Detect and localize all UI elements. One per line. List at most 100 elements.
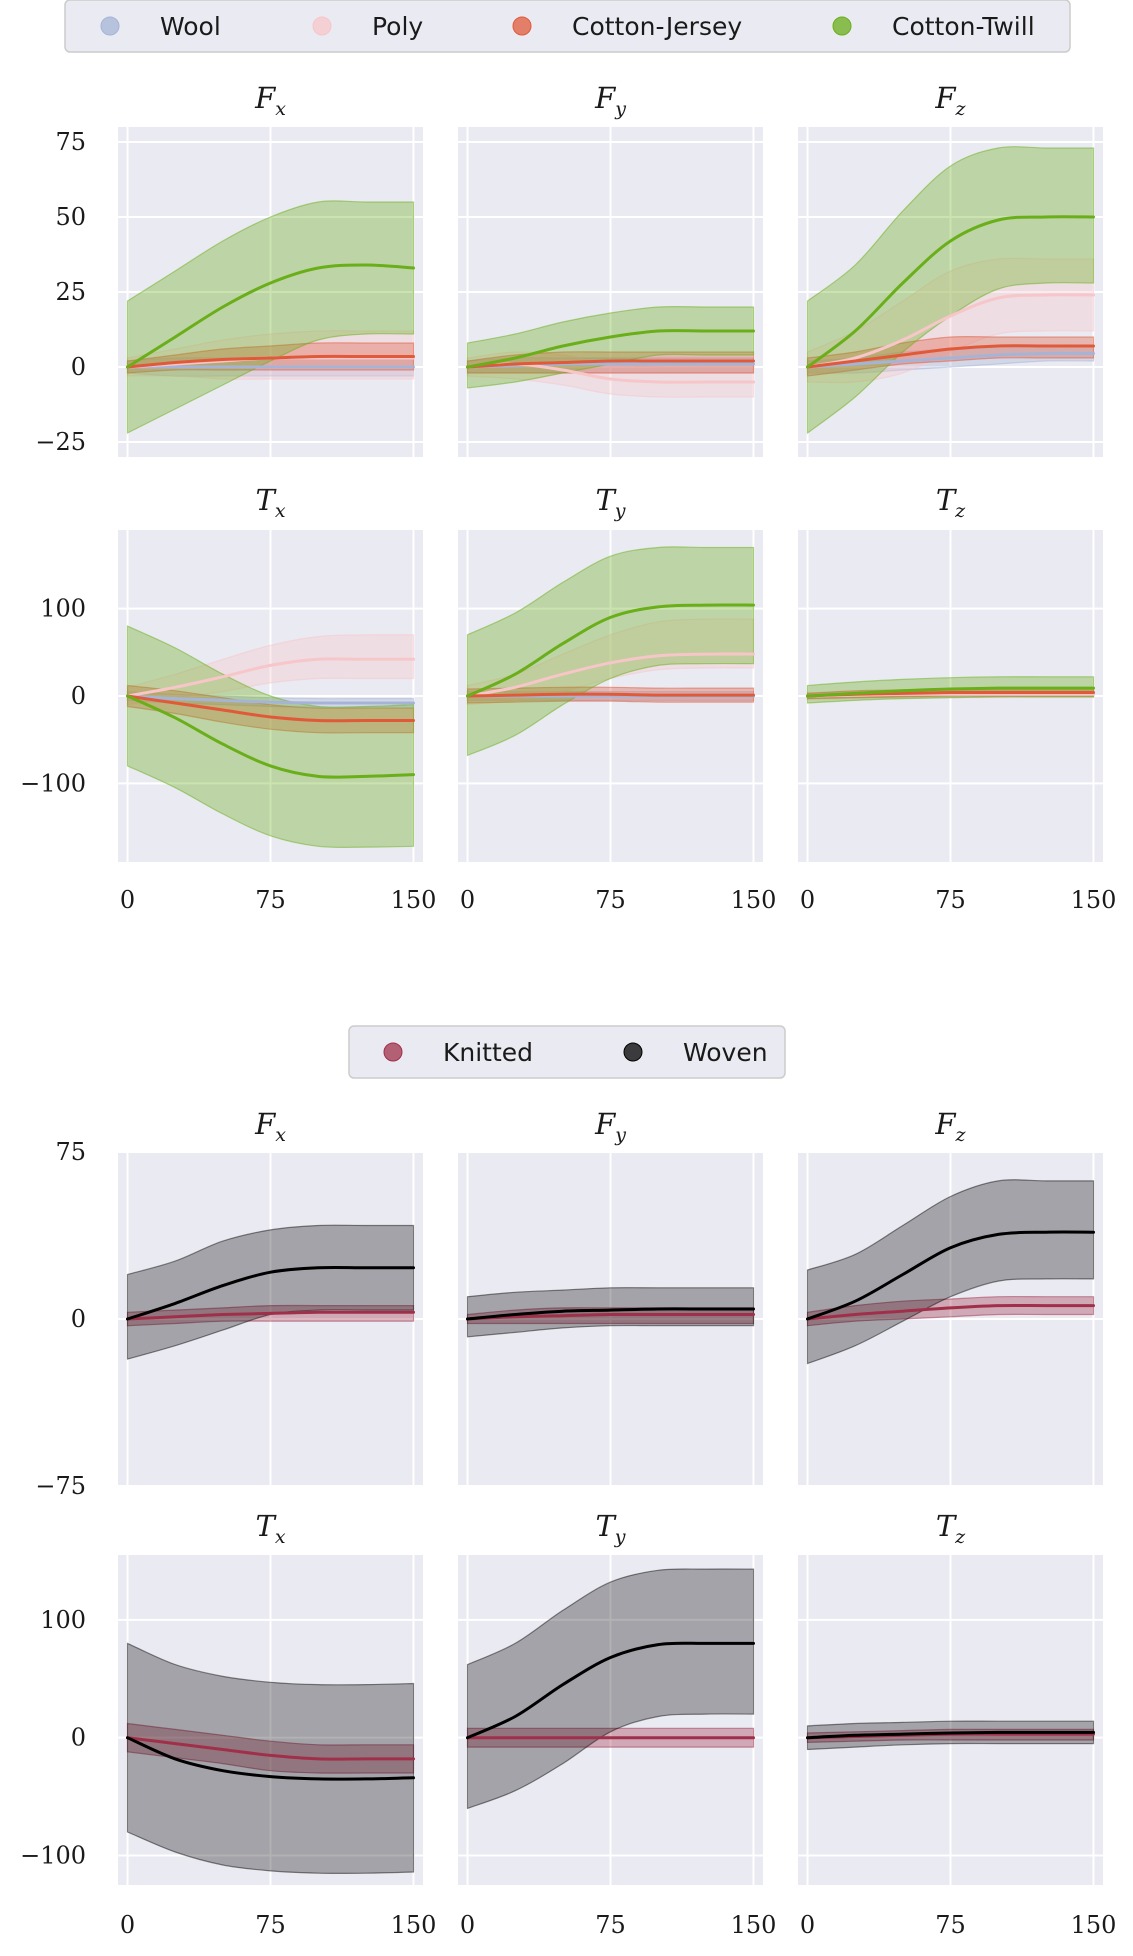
legend-item-woven: Woven <box>623 1038 768 1067</box>
legend-label: Poly <box>372 12 423 41</box>
band-cotton-twill <box>126 200 415 434</box>
line-cotton-jersey <box>126 354 415 369</box>
x-tick-label: 75 <box>595 886 626 914</box>
band-knitted <box>806 1295 1095 1327</box>
series-group <box>126 1224 415 1360</box>
band-woven <box>126 1224 415 1360</box>
line-knitted <box>126 1736 415 1761</box>
legend-label: Cotton-Jersey <box>572 12 742 41</box>
line-woven <box>806 1230 1095 1321</box>
legend-marker <box>383 1042 403 1062</box>
x-tick-label: 0 <box>460 1911 475 1939</box>
panel-title: Tz <box>936 483 966 522</box>
x-tick-label: 150 <box>391 1911 437 1939</box>
panel-title: Fy <box>594 81 626 120</box>
y-tick-label: 0 <box>71 1305 86 1333</box>
series-group <box>466 1287 755 1338</box>
line-woven <box>126 1265 415 1321</box>
y-tick-label: 100 <box>40 1606 86 1634</box>
band-woven <box>466 1287 755 1338</box>
panel-tx: Tx 0 75 150 <box>118 1509 436 1939</box>
chart-1: Wool Poly Cotton-Jersey Cotton-Twill 75 50 25 0… <box>20 0 1116 914</box>
y-tick-label: −100 <box>20 769 86 797</box>
line-cotton-twill <box>466 329 755 369</box>
series-group <box>806 146 1095 435</box>
band-poly <box>126 634 415 706</box>
x-tick-label: 0 <box>460 886 475 914</box>
chart-2: Knitted Woven 75 0 −75 Fx Fy Fz 100 0 −100 Tx 0 75 150… <box>20 1025 1116 1939</box>
row-1: 75 50 25 0 −25 Fx Fy Fz <box>35 81 1103 457</box>
panel-fz: Fz <box>798 1107 1103 1487</box>
legend-label: Wool <box>160 12 221 41</box>
band-knitted <box>126 1722 415 1774</box>
x-tick-label: 150 <box>731 886 777 914</box>
line-wool <box>126 694 415 705</box>
row-2: 100 0 −100 Tx 0 75 150 Ty 0 75 150 Tz 0 75 150 <box>20 1509 1116 1939</box>
panel-title: Ty <box>595 483 625 522</box>
line-poly <box>466 652 755 698</box>
panel-title: Fz <box>934 81 966 120</box>
x-tick-label: 150 <box>1071 1911 1117 1939</box>
line-woven <box>466 1307 755 1321</box>
panel-tz: Tz 0 75 150 <box>798 483 1116 914</box>
x-tick-label: 150 <box>1071 886 1117 914</box>
panel-title: Ty <box>595 1509 625 1548</box>
panel-tz: Tz 0 75 150 <box>798 1509 1116 1939</box>
x-tick-label: 0 <box>120 886 135 914</box>
band-poly <box>806 257 1095 384</box>
panel-ty: Ty 0 75 150 <box>458 1509 776 1939</box>
y-tick-label: 75 <box>55 1138 86 1166</box>
band-cotton-twill <box>466 546 755 757</box>
panel-title: Fy <box>594 1107 626 1146</box>
legend-item-cotton-jersey: Cotton-Jersey <box>512 12 742 41</box>
series-group <box>806 676 1095 704</box>
legend-marker <box>623 1042 643 1062</box>
y-tick-label: −25 <box>35 428 86 456</box>
series-group <box>466 546 755 757</box>
y-tick-label: 50 <box>55 203 86 231</box>
y-tick-label: 25 <box>55 278 86 306</box>
band-knitted <box>126 1304 415 1327</box>
y-tick-label: 0 <box>71 682 86 710</box>
y-tick-label: 0 <box>71 353 86 381</box>
legend: Wool Poly Cotton-Jersey Cotton-Twill <box>64 0 1071 53</box>
line-woven <box>806 1730 1095 1740</box>
band-woven <box>126 1642 415 1875</box>
legend-label: Knitted <box>443 1038 533 1067</box>
series-group <box>126 1642 415 1875</box>
line-knitted <box>466 1312 755 1321</box>
line-wool <box>806 351 1095 369</box>
x-tick-label: 75 <box>935 886 966 914</box>
legend-marker <box>100 16 120 36</box>
panel-fz: Fz <box>798 81 1103 457</box>
panel-fy: Fy <box>458 1107 763 1487</box>
series-group <box>466 305 755 398</box>
x-tick-label: 0 <box>120 1911 135 1939</box>
series-group <box>466 1568 755 1810</box>
legend: Knitted Woven <box>348 1025 786 1079</box>
line-knitted <box>806 1303 1095 1321</box>
x-tick-label: 75 <box>255 1911 286 1939</box>
panel-tx: Tx 0 75 150 <box>118 483 436 914</box>
panel-title: Fx <box>254 1107 286 1146</box>
series-group <box>806 1720 1095 1751</box>
x-tick-label: 75 <box>255 886 286 914</box>
panel-fx: Fx <box>118 1107 423 1487</box>
panel-title: Tx <box>255 1509 285 1548</box>
legend-marker <box>832 16 852 36</box>
band-woven <box>806 1179 1095 1365</box>
line-cotton-jersey <box>466 692 755 698</box>
y-tick-label: 75 <box>55 128 86 156</box>
series-group <box>806 1179 1095 1365</box>
legend-item-wool: Wool <box>100 12 221 41</box>
legend-frame <box>64 0 1071 53</box>
legend-label: Woven <box>683 1038 768 1067</box>
panel-title: Tx <box>255 483 285 522</box>
panel-fx: Fx <box>118 81 423 457</box>
line-cotton-jersey <box>466 359 755 369</box>
line-woven <box>466 1641 755 1740</box>
line-woven <box>126 1736 415 1781</box>
line-poly <box>806 293 1095 369</box>
